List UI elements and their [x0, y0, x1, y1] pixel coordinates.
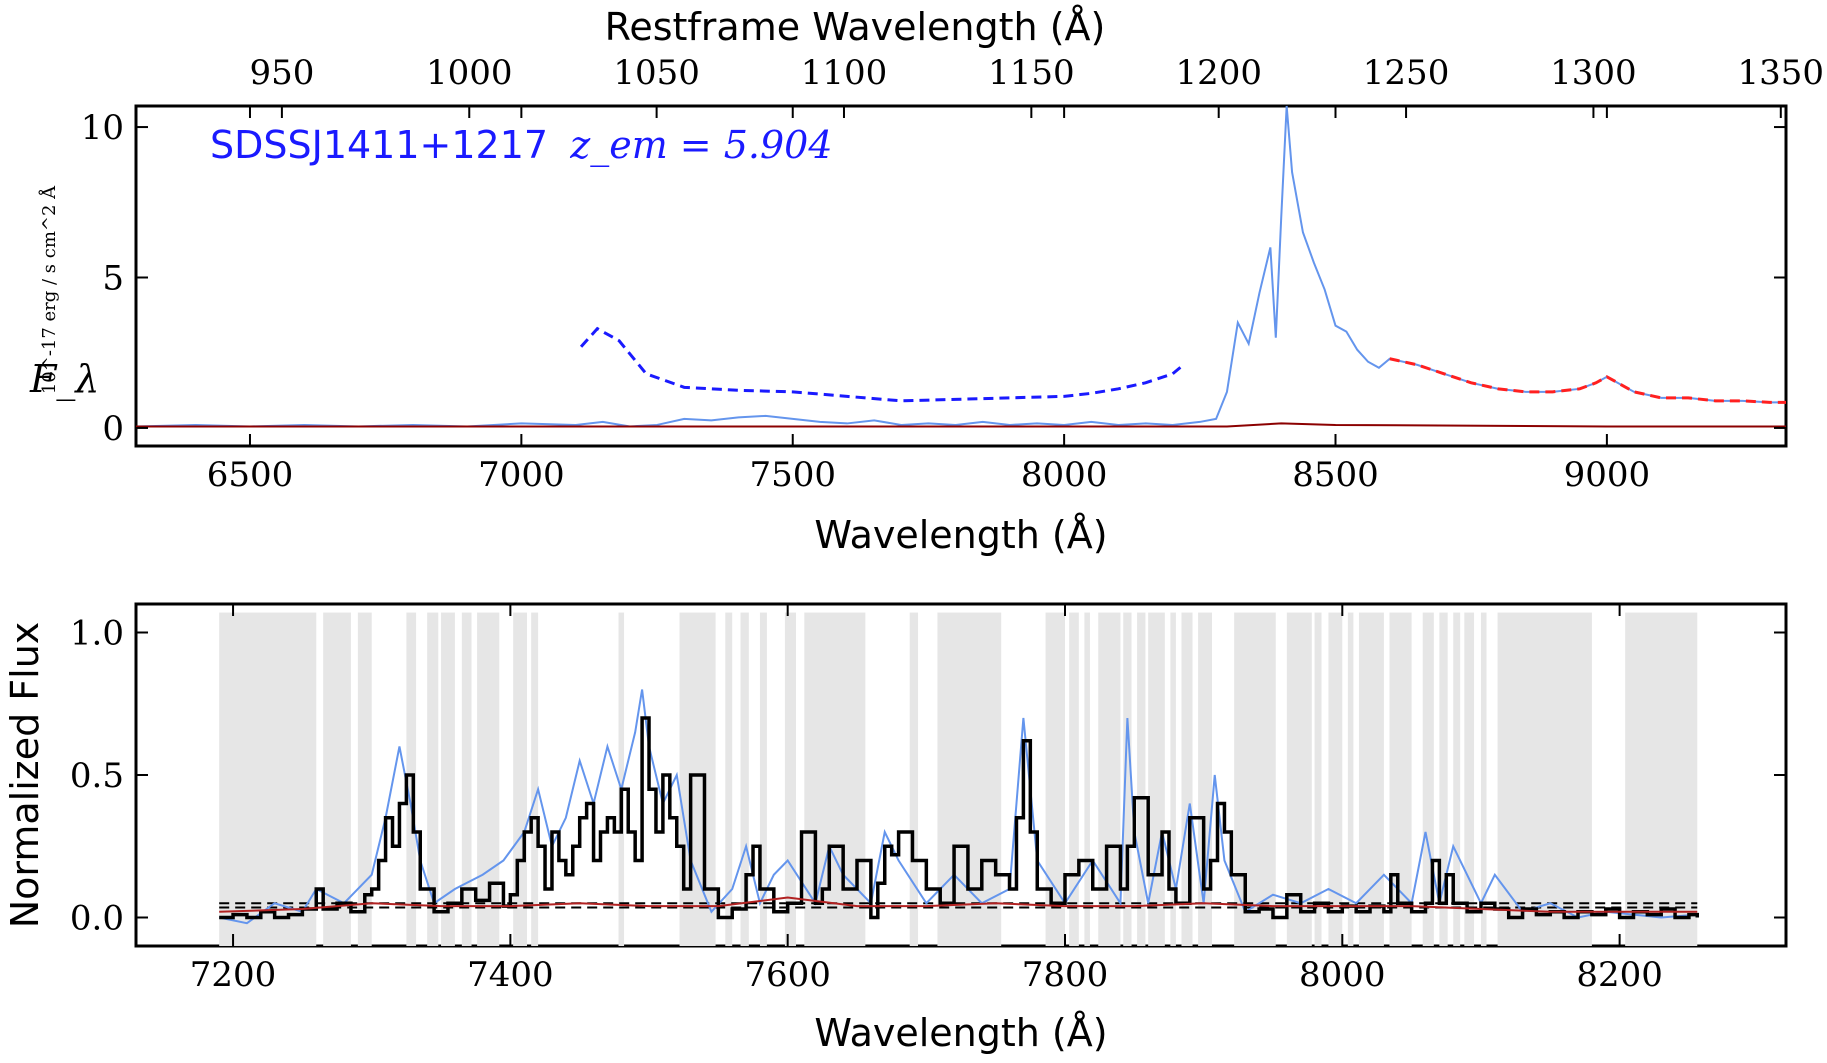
shaded-region	[1084, 612, 1090, 946]
shaded-region	[679, 612, 716, 946]
shaded-region	[1181, 612, 1193, 946]
shaded-region	[740, 612, 749, 946]
shaded-region	[1464, 612, 1475, 946]
bottom-series-2	[219, 896, 1698, 913]
shaded-region	[937, 612, 1002, 946]
shaded-region	[357, 612, 372, 946]
top-series-1	[136, 422, 1786, 428]
bottom-series-1	[219, 716, 1700, 920]
shaded-region	[219, 612, 317, 946]
top-x-tick-label: 8500	[1292, 455, 1379, 495]
shaded-region	[1422, 612, 1434, 946]
shaded-region	[1389, 612, 1412, 946]
shaded-region	[1137, 612, 1146, 946]
top-panel: 6500 7000 7500 8000 8500 9000 0 5 10 950 1000 1050 1…	[29, 5, 1824, 557]
bottom-x-tick-label: 7800	[1022, 955, 1109, 995]
bottom-series-0	[218, 689, 1698, 925]
bottom-plot-area	[218, 689, 1700, 925]
shaded-region	[618, 612, 625, 946]
top-x-tick-label: 9000	[1564, 455, 1651, 495]
shaded-region	[427, 612, 439, 946]
top-secondary-x-tick-label: 1300	[1550, 53, 1637, 93]
shaded-region	[1314, 612, 1322, 946]
shaded-region	[784, 612, 796, 946]
shaded-region	[1347, 612, 1354, 946]
top-y-tick-label: 0	[102, 409, 124, 449]
shaded-region	[406, 612, 417, 946]
shaded-region	[1497, 612, 1592, 946]
top-x-tick-label: 7500	[749, 455, 836, 495]
bottom-x-axis-label: Wavelength (Å)	[814, 1011, 1107, 1055]
shaded-region	[1098, 612, 1121, 946]
top-plot-area	[135, 105, 1786, 428]
bottom-x-tick-label: 7200	[190, 955, 277, 995]
shaded-region	[1453, 612, 1461, 946]
shaded-region	[1234, 612, 1276, 946]
top-y-axis-symbol: F_λ	[29, 357, 99, 402]
bottom-y-tick-label: 0.0	[70, 899, 124, 939]
shaded-region	[1148, 612, 1165, 946]
bottom-shaded-regions	[219, 612, 1698, 946]
top-series-3	[579, 326, 1185, 403]
quasar-name-annotation: SDSSJ1411+1217 z_em = 5.904	[210, 123, 833, 168]
top-x-tick-label: 8000	[1021, 455, 1108, 495]
top-y-tick-label: 5	[102, 259, 124, 299]
shaded-region	[1439, 612, 1448, 946]
shaded-region	[1045, 612, 1065, 946]
bottom-x-tick-label: 8200	[1576, 955, 1663, 995]
shaded-region	[909, 612, 919, 946]
shaded-region	[461, 612, 472, 946]
top-ticks: 6500 7000 7500 8000 8500 9000 0 5 10 950 1000 1050 1…	[81, 53, 1824, 495]
top-x-tick-label: 7000	[478, 455, 565, 495]
bottom-x-tick-label: 7400	[467, 955, 554, 995]
top-secondary-x-tick-label: 1000	[426, 53, 513, 93]
top-secondary-x-tick-label: 1100	[801, 53, 888, 93]
top-secondary-x-tick-label: 1150	[988, 53, 1075, 93]
shaded-region	[1170, 612, 1176, 946]
shaded-region	[1480, 612, 1487, 946]
top-y-axis-label: F_λ 10^-17 erg / s cm^2 Å	[29, 185, 99, 402]
top-secondary-x-tick-label: 1200	[1175, 53, 1262, 93]
top-secondary-x-tick-label: 950	[249, 53, 314, 93]
shaded-region	[531, 612, 539, 946]
shaded-region	[1328, 612, 1343, 946]
shaded-region	[1123, 612, 1132, 946]
shaded-region	[441, 612, 455, 946]
bottom-y-tick-label: 0.5	[70, 756, 124, 796]
shaded-region	[759, 612, 767, 946]
bottom-y-axis-label: Normalized Flux	[3, 622, 47, 929]
shaded-region	[1625, 612, 1698, 946]
top-y-tick-label: 10	[81, 108, 124, 148]
shaded-region	[477, 612, 500, 946]
shaded-region	[1358, 612, 1384, 946]
top-x-axis-label: Wavelength (Å)	[814, 513, 1107, 557]
top-secondary-x-tick-label: 1250	[1363, 53, 1450, 93]
top-secondary-x-tick-label: 1350	[1738, 53, 1825, 93]
top-y-axis-unit: 10^-17 erg / s cm^2 Å	[38, 185, 60, 394]
bottom-ticks: 7200 7400 7600 7800 8000 8200 0.0 0.5 1.0	[70, 604, 1786, 995]
top-secondary-x-tick-label: 1050	[613, 53, 700, 93]
top-secondary-x-axis-label: Restframe Wavelength (Å)	[605, 5, 1106, 49]
top-x-tick-label: 6500	[207, 455, 294, 495]
top-panel-frame	[134, 104, 1788, 448]
bottom-x-tick-label: 7600	[744, 955, 831, 995]
shaded-region	[804, 612, 866, 946]
bottom-y-tick-label: 1.0	[70, 614, 124, 654]
shaded-region	[1286, 612, 1312, 946]
bottom-panel: 7200 7400 7600 7800 8000 8200 0.0 0.5 1.0 Wavele…	[3, 602, 1788, 1055]
bottom-x-tick-label: 8000	[1299, 955, 1386, 995]
shaded-region	[323, 612, 351, 946]
top-series-2	[1389, 357, 1786, 404]
shaded-region	[1198, 612, 1212, 946]
shaded-region	[725, 612, 733, 946]
shaded-region	[1069, 612, 1079, 946]
